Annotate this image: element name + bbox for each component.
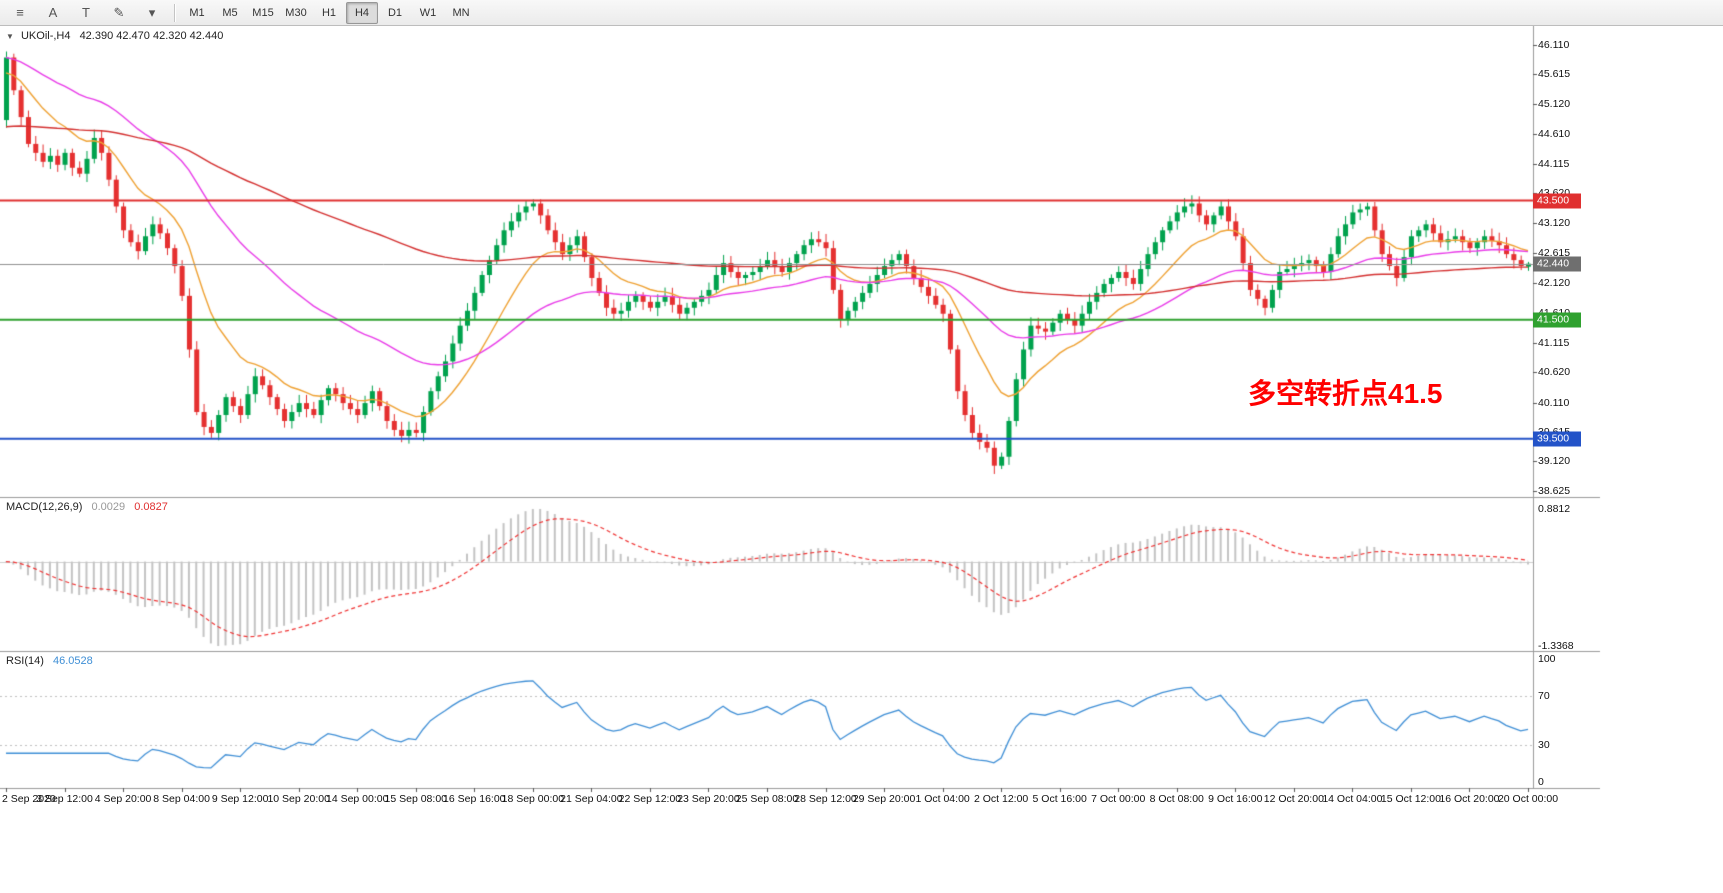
toolbar-icon-group: ≡ A T ✎ ▾ — [4, 2, 168, 24]
tab-timeframe-w1[interactable]: W1 — [419, 6, 437, 19]
macd-header: MACD(12,26,9) 0.0029 0.0827 — [6, 501, 168, 513]
tab-timeframe-m1[interactable]: M1 — [189, 6, 205, 19]
time-axis-label: 29 Sep 20:00 — [852, 793, 916, 805]
rsi-tick-label: 70 — [1538, 689, 1550, 702]
time-axis-label: 21 Sep 04:00 — [560, 793, 623, 805]
time-axis-label: 15 Oct 12:00 — [1380, 793, 1441, 805]
rsi-tick-label: 0 — [1538, 776, 1544, 788]
macd-indicator-label: MACD(12,26,9) — [6, 501, 83, 513]
tab-timeframe-h4[interactable]: H4 — [346, 1, 378, 24]
price-chart-canvas[interactable] — [0, 26, 1723, 893]
tab-timeframe-m5[interactable]: M5 — [222, 6, 238, 19]
time-axis-label: 5 Oct 16:00 — [1032, 793, 1087, 805]
axis-price-badge: 41.500 — [1533, 312, 1581, 328]
price-tick-label: 44.115 — [1538, 157, 1570, 170]
time-axis-label: 20 Oct 00:00 — [1497, 793, 1559, 805]
time-axis-label: 2 Oct 12:00 — [973, 793, 1029, 805]
time-axis-label: 8 Sep 04:00 — [153, 793, 210, 805]
macd-tick-label: -1.3368 — [1538, 640, 1574, 652]
price-tick-label: 45.615 — [1538, 68, 1571, 81]
time-axis-label: 7 Oct 00:00 — [1091, 793, 1146, 805]
chart-annotation-text: 多空转折点41.5 — [1248, 378, 1443, 409]
price-tick-label: 39.120 — [1538, 455, 1571, 468]
time-axis-label: 14 Sep 00:00 — [325, 793, 389, 805]
time-axis-label: 15 Sep 08:00 — [384, 793, 448, 805]
time-axis-label: 9 Sep 12:00 — [211, 793, 269, 805]
time-axis-label: 4 Sep 20:00 — [94, 793, 152, 805]
tab-timeframe-m30[interactable]: M30 — [285, 6, 307, 19]
rsi-value: 46.0528 — [52, 655, 93, 667]
one-click-trading-toggle[interactable]: ▼ — [6, 32, 14, 41]
ohlc-values: 42.390 42.470 42.320 42.440 — [79, 30, 224, 42]
timeframe-group: M1 M5 M15 M30 H1 H4 D1 W1 MN — [181, 1, 477, 24]
time-axis-label: 18 Sep 00:00 — [501, 793, 565, 805]
time-axis-label: 28 Sep 12:00 — [794, 793, 857, 805]
axis-price-badge: 42.440 — [1533, 256, 1581, 272]
price-tick-label: 42.120 — [1538, 276, 1571, 289]
rsi-tick-label: 100 — [1538, 653, 1556, 665]
draw-tool-button[interactable]: ✎ — [113, 4, 125, 20]
chart-symbol-line: ▼ UKOil-,H4 42.390 42.470 42.320 42.440 — [6, 30, 223, 42]
tab-timeframe-m15[interactable]: M15 — [252, 6, 274, 19]
text-tool-button[interactable]: T — [82, 5, 90, 20]
chart-area: ▼ UKOil-,H4 42.390 42.470 42.320 42.440 … — [0, 26, 1723, 893]
macd-signal-value: 0.0827 — [134, 501, 168, 513]
price-tick-label: 46.110 — [1538, 39, 1570, 51]
time-axis-label: 23 Sep 20:00 — [677, 793, 740, 805]
price-tick-label: 45.120 — [1538, 97, 1571, 110]
rsi-indicator-label: RSI(14) — [6, 655, 44, 667]
toolbar-separator — [174, 3, 175, 22]
time-axis-label: 16 Sep 16:00 — [443, 793, 506, 805]
time-axis-label: 8 Oct 08:00 — [1149, 793, 1204, 805]
price-tick-label: 41.115 — [1538, 336, 1570, 349]
time-axis-label: 16 Oct 20:00 — [1439, 793, 1500, 805]
time-axis-label: 10 Sep 20:00 — [267, 793, 330, 805]
time-axis-label: 25 Sep 08:00 — [735, 793, 799, 805]
tab-timeframe-mn[interactable]: MN — [452, 6, 470, 19]
time-axis-label: 14 Oct 04:00 — [1322, 793, 1383, 805]
price-tick-label: 40.620 — [1538, 366, 1571, 379]
time-axis-label: 2 Sep 2020 — [2, 793, 56, 805]
symbol-timeframe-label: UKOil-,H4 — [20, 30, 71, 42]
rsi-header: RSI(14) 46.0528 — [6, 655, 93, 667]
cursor-tool-button[interactable]: A — [48, 5, 58, 20]
price-tick-label: 40.110 — [1538, 396, 1570, 409]
tab-timeframe-h1[interactable]: H1 — [321, 6, 337, 19]
toolbar: ≡ A T ✎ ▾ M1 M5 M15 M30 H1 H4 D1 W1 MN — [0, 0, 1723, 26]
rsi-tick-label: 30 — [1538, 739, 1550, 752]
time-axis-label: 1 Oct 04:00 — [915, 793, 970, 805]
draw-tool-dropdown-icon[interactable]: ▾ — [148, 4, 156, 20]
time-axis-label: 9 Oct 16:00 — [1208, 793, 1263, 805]
time-axis-label: 22 Sep 12:00 — [618, 793, 682, 805]
time-axis-label: 12 Oct 20:00 — [1263, 793, 1324, 805]
time-axis-label: 3 Sep 12:00 — [36, 793, 93, 805]
price-tick-label: 43.120 — [1538, 217, 1571, 230]
axis-price-badge: 43.500 — [1533, 193, 1581, 209]
price-tick-label: 38.625 — [1538, 484, 1571, 497]
axis-price-badge: 39.500 — [1533, 431, 1581, 447]
macd-main-value: 0.0029 — [91, 501, 126, 513]
tab-timeframe-d1[interactable]: D1 — [387, 6, 403, 19]
price-tick-label: 44.610 — [1538, 128, 1571, 141]
macd-tick-label: 0.8812 — [1538, 503, 1571, 515]
menu-icon[interactable]: ≡ — [16, 5, 24, 20]
